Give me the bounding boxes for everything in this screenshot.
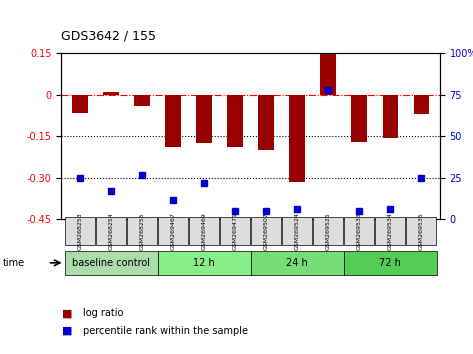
Bar: [134, 95, 150, 106]
Text: GSM268253: GSM268253: [78, 212, 83, 250]
FancyBboxPatch shape: [251, 217, 281, 245]
FancyBboxPatch shape: [313, 217, 343, 245]
Text: time: time: [2, 258, 25, 268]
FancyBboxPatch shape: [158, 251, 251, 275]
FancyBboxPatch shape: [65, 217, 95, 245]
Bar: [351, 95, 367, 142]
Text: percentile rank within the sample: percentile rank within the sample: [83, 326, 248, 336]
FancyBboxPatch shape: [65, 251, 158, 275]
Text: GSM269533: GSM269533: [357, 212, 362, 250]
Text: GSM269524: GSM269524: [295, 212, 300, 250]
Bar: [258, 95, 274, 150]
Text: GSM269507: GSM269507: [264, 212, 269, 250]
Text: GSM269469: GSM269469: [201, 212, 207, 250]
Bar: [196, 95, 212, 143]
Bar: [166, 95, 181, 147]
FancyBboxPatch shape: [158, 217, 188, 245]
Bar: [383, 95, 398, 138]
Text: GSM268254: GSM268254: [109, 212, 114, 250]
Text: GSM269535: GSM269535: [419, 212, 424, 250]
Text: baseline control: baseline control: [72, 258, 150, 268]
FancyBboxPatch shape: [220, 217, 250, 245]
FancyBboxPatch shape: [376, 217, 405, 245]
Text: GSM268255: GSM268255: [140, 212, 145, 250]
FancyBboxPatch shape: [344, 251, 437, 275]
Text: GSM269525: GSM269525: [326, 212, 331, 250]
Bar: [104, 92, 119, 95]
FancyBboxPatch shape: [251, 251, 344, 275]
Text: 24 h: 24 h: [286, 258, 308, 268]
FancyBboxPatch shape: [344, 217, 374, 245]
Bar: [413, 95, 429, 114]
FancyBboxPatch shape: [189, 217, 219, 245]
Text: GSM269467: GSM269467: [171, 212, 175, 250]
FancyBboxPatch shape: [127, 217, 157, 245]
Bar: [289, 95, 305, 182]
FancyBboxPatch shape: [406, 217, 436, 245]
FancyBboxPatch shape: [282, 217, 312, 245]
Bar: [228, 95, 243, 147]
Text: GDS3642 / 155: GDS3642 / 155: [61, 29, 157, 42]
Text: ■: ■: [61, 308, 72, 318]
Bar: [72, 95, 88, 113]
Text: GSM269534: GSM269534: [388, 212, 393, 250]
Bar: [321, 52, 336, 95]
Text: 72 h: 72 h: [379, 258, 401, 268]
Text: GSM269471: GSM269471: [233, 212, 237, 250]
Text: 12 h: 12 h: [193, 258, 215, 268]
Text: ■: ■: [61, 326, 72, 336]
Text: log ratio: log ratio: [83, 308, 123, 318]
FancyBboxPatch shape: [96, 217, 126, 245]
